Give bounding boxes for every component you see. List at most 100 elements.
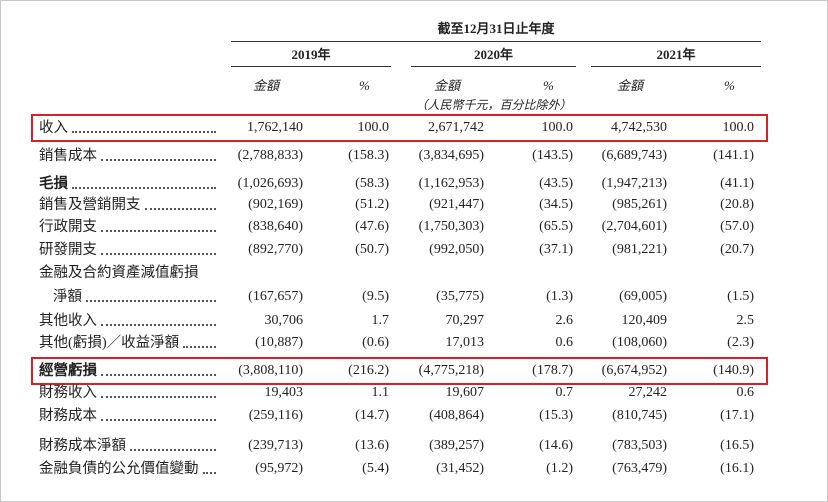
amount-cell: (6,674,952) [601,363,667,378]
percent-cell: 100.0 [722,120,755,135]
amount-cell: (838,640) [248,219,303,234]
row-label: 銷售成本 [39,146,216,166]
label-text: 研發開支 [39,242,97,258]
label-text: 金融及合約資產減值虧損 [39,265,199,281]
percent-cell: (0.6) [362,335,389,350]
percent-cell: (1.2) [546,461,573,476]
amount-cell: (4,775,218) [418,363,484,378]
amount-cell: (1,026,693) [237,176,303,191]
dot-leader [183,346,216,348]
dot-leader [130,449,216,451]
amount-cell: (981,221) [612,242,667,257]
year-rule [591,66,761,67]
amount-cell: (892,770) [248,242,303,257]
amount-cell: (6,689,743) [601,148,667,163]
dot-leader [101,253,216,255]
percent-cell: (47.6) [355,219,389,234]
header-rule [231,41,761,42]
label-text: 行政開支 [39,219,97,235]
dot-leader [72,187,216,189]
row-label: 其他(虧損)／收益淨額 [39,333,216,353]
percent-header: % [724,78,735,93]
percent-cell: 1.7 [371,313,390,328]
amount-cell: (2,788,833) [237,148,303,163]
percent-cell: (14.7) [355,408,389,423]
dot-leader [101,324,216,326]
dot-leader [101,396,216,398]
percent-cell: (16.1) [720,461,754,476]
year-rule [411,66,576,67]
year-label: 2019年 [291,47,331,62]
label-text: 財務收入 [39,385,97,401]
percent-cell: (1.3) [546,289,573,304]
amount-header: 金額 [434,78,461,93]
row-label: 財務成本淨額 [39,436,216,456]
label-text: 財務成本淨額 [39,438,126,454]
percent-cell: (2.3) [727,335,754,350]
amount-cell: (1,750,303) [418,219,484,234]
row-label: 其他收入 [39,311,216,331]
percent-cell: (143.5) [532,148,573,163]
row-label: 銷售及營銷開支 [39,195,216,215]
amount-cell: (783,503) [612,438,667,453]
period-header: 截至12月31日止年度 [437,21,555,36]
dot-leader [144,208,216,210]
label-text: 金融負債的公允價值變動 [39,461,199,477]
dot-leader [72,131,216,133]
dot-leader [86,300,216,302]
label-text: 收入 [39,120,68,136]
percent-cell: 1.1 [371,385,390,400]
amount-cell: 27,242 [628,385,668,400]
percent-cell: (141.1) [713,148,754,163]
amount-cell: 30,706 [264,313,304,328]
percent-cell: (51.2) [355,197,389,212]
amount-cell: (921,447) [429,197,484,212]
year-rule [231,66,391,67]
amount-cell: 1,762,140 [247,120,303,135]
label-text: 毛損 [39,176,68,192]
percent-cell: (1.5) [727,289,754,304]
label-text: 其他(虧損)／收益淨額 [39,335,180,351]
amount-cell: (259,116) [248,408,303,423]
percent-cell: 0.6 [555,335,574,350]
percent-cell: (58.3) [355,176,389,191]
label-text: 淨額 [53,289,82,305]
amount-header: 金額 [617,78,644,93]
amount-cell: (2,704,601) [601,219,667,234]
row-label: 金融負債的公允價值變動 [39,459,216,479]
amount-cell: 19,403 [264,385,304,400]
label-text: 經營虧損 [39,363,97,379]
amount-cell: (31,452) [436,461,484,476]
amount-cell: (35,775) [436,289,484,304]
row-label: 淨額 [53,287,216,307]
percent-cell: (9.5) [362,289,389,304]
amount-cell: (69,005) [619,289,667,304]
percent-cell: (43.5) [539,176,573,191]
amount-cell: (239,713) [248,438,303,453]
label-text: 其他收入 [39,313,97,329]
percent-cell: (15.3) [539,408,573,423]
row-label: 財務成本 [39,406,216,426]
row-label: 收入 [39,118,216,138]
dot-leader [101,230,216,232]
row-label: 研發開支 [39,240,216,260]
percent-cell: (41.1) [720,176,754,191]
amount-cell: (389,257) [429,438,484,453]
percent-cell: (140.9) [713,363,754,378]
amount-cell: 120,409 [621,313,668,328]
percent-cell: 0.6 [736,385,755,400]
percent-cell: (20.7) [720,242,754,257]
dot-leader [101,159,216,161]
percent-header: % [359,78,370,93]
amount-cell: 2,671,742 [428,120,484,135]
dot-leader [101,374,216,376]
percent-cell: (16.5) [720,438,754,453]
label-text: 銷售成本 [39,148,97,164]
percent-cell: (17.1) [720,408,754,423]
percent-cell: (57.0) [720,219,754,234]
amount-cell: (3,834,695) [418,148,484,163]
amount-cell: (3,808,110) [238,363,303,378]
amount-cell: 17,013 [445,335,485,350]
amount-cell: (992,050) [429,242,484,257]
